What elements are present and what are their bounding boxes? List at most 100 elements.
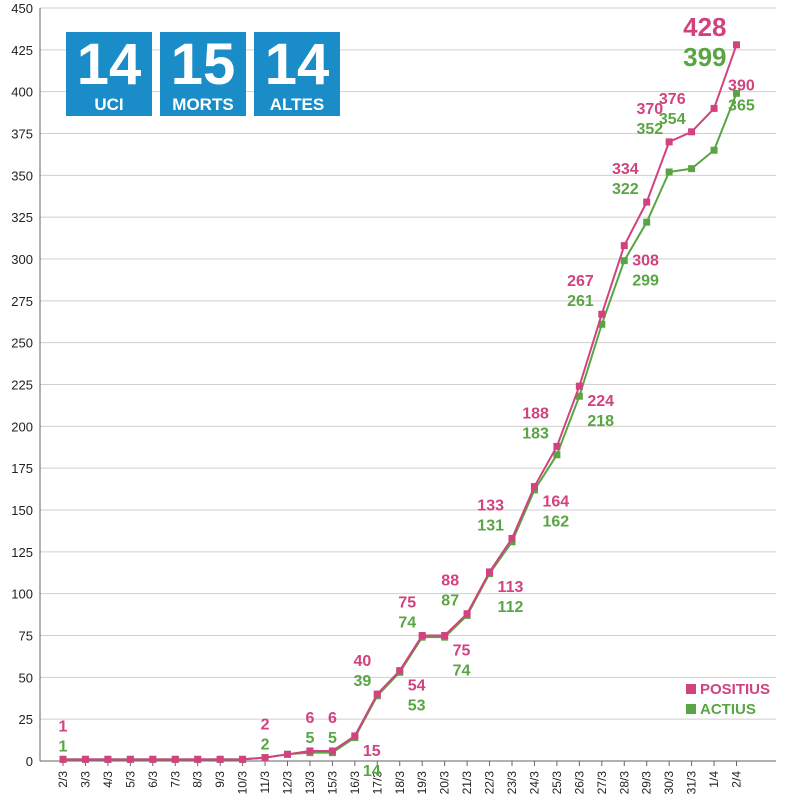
y-tick-label: 100: [11, 587, 33, 602]
data-label-positius: 164: [542, 494, 569, 511]
y-tick-label: 75: [19, 629, 33, 644]
data-label-positius: 1: [59, 718, 68, 735]
point-positius: [418, 632, 426, 639]
y-tick-label: 200: [11, 419, 33, 434]
x-tick-label: 23/3: [505, 771, 519, 795]
x-tick-label: 20/3: [438, 771, 452, 795]
x-tick-label: 4/3: [101, 771, 115, 788]
x-tick-label: 29/3: [640, 771, 654, 795]
point-positius: [239, 755, 247, 763]
point-positius: [216, 755, 224, 763]
point-positius: [194, 755, 202, 763]
data-label-positius: 334: [612, 161, 639, 178]
data-label-positius: 428: [683, 12, 726, 42]
point-positius: [530, 483, 538, 491]
point-positius: [441, 632, 449, 639]
x-tick-label: 22/3: [483, 771, 497, 795]
x-tick-label: 21/3: [460, 771, 474, 795]
data-label-positius: 40: [354, 653, 372, 670]
y-tick-label: 0: [26, 754, 33, 769]
point-positius: [351, 732, 359, 740]
x-tick-label: 10/3: [236, 771, 250, 795]
y-tick-label: 225: [11, 378, 33, 393]
legend-positius: POSITIUS: [686, 681, 770, 698]
x-tick-label: 7/3: [168, 771, 182, 788]
morts-label: MORTS: [172, 95, 234, 114]
y-tick-label: 25: [19, 712, 33, 727]
point-actius: [665, 168, 673, 176]
point-positius: [373, 690, 381, 698]
altes-label: ALTES: [269, 95, 325, 114]
point-actius: [598, 320, 606, 328]
point-positius: [104, 755, 112, 763]
x-tick-label: 2/3: [56, 771, 70, 788]
altes-stat-box: 14 ALTES: [254, 32, 340, 116]
data-label-actius: 399: [683, 42, 726, 72]
y-tick-label: 325: [11, 210, 33, 225]
legend-actius: ACTIUS: [686, 701, 756, 718]
data-label-positius: 113: [498, 579, 524, 596]
data-label-actius: 162: [542, 514, 569, 531]
x-tick-label: 24/3: [527, 771, 541, 795]
data-label-actius: 14: [363, 763, 381, 780]
data-label-positius: 390: [728, 77, 755, 94]
data-label-positius: 370: [636, 101, 663, 118]
uci-count: 14: [76, 32, 142, 97]
point-positius: [396, 667, 404, 675]
y-tick-label: 350: [11, 168, 33, 183]
point-positius: [306, 747, 314, 755]
x-tick-label: 11/3: [258, 771, 272, 794]
x-tick-label: 26/3: [572, 771, 586, 795]
legend-positius-label: POSITIUS: [700, 681, 771, 698]
x-tick-label: 25/3: [550, 771, 564, 795]
x-tick-label: 3/3: [78, 771, 92, 788]
x-tick-label: 16/3: [348, 771, 362, 795]
data-label-actius: 1: [59, 738, 68, 755]
legend-actius-swatch: [686, 704, 696, 714]
point-positius: [688, 128, 696, 136]
y-tick-label: 375: [11, 127, 33, 142]
data-label-actius: 53: [408, 698, 426, 715]
data-label-positius: 308: [632, 253, 659, 270]
data-label-actius: 39: [354, 673, 372, 690]
legend-positius-swatch: [686, 684, 696, 694]
y-tick-label: 150: [11, 503, 33, 518]
data-label-actius: 87: [441, 593, 459, 610]
data-label-actius: 112: [498, 599, 524, 616]
legend-actius-label: ACTIUS: [700, 701, 756, 718]
point-positius: [553, 442, 561, 450]
x-tick-label: 19/3: [415, 771, 429, 795]
x-tick-label: 13/3: [303, 771, 317, 795]
y-tick-label: 250: [11, 336, 33, 351]
data-label-actius: 5: [305, 730, 314, 747]
data-label-positius: 75: [453, 643, 471, 660]
point-positius: [598, 310, 606, 318]
point-positius: [710, 104, 718, 112]
uci-label: UCI: [94, 95, 124, 114]
data-label-actius: 322: [612, 181, 639, 198]
x-tick-label: 28/3: [617, 771, 631, 795]
x-tick-label: 17/3: [370, 771, 384, 795]
series-line-positius: [63, 44, 738, 761]
data-label-actius: 74: [453, 663, 471, 680]
x-tick-label: 9/3: [213, 771, 227, 788]
uci-stat-box: 14 UCI: [66, 32, 152, 116]
point-actius: [553, 451, 561, 459]
x-tick-label: 18/3: [393, 771, 407, 795]
data-label-positius: 75: [398, 595, 416, 612]
data-label-actius: 218: [587, 413, 614, 430]
data-label-positius: 6: [305, 710, 314, 727]
data-label-actius: 299: [632, 273, 659, 290]
data-label-positius: 6: [328, 710, 337, 727]
data-label-actius: 131: [477, 517, 504, 534]
data-label-positius: 188: [522, 405, 549, 422]
data-label-positius: 133: [477, 497, 504, 514]
x-tick-label: 15/3: [325, 771, 339, 795]
data-label-positius: 2: [261, 717, 270, 734]
point-actius: [710, 146, 718, 154]
point-actius: [575, 392, 583, 400]
point-positius: [59, 755, 67, 763]
data-label-positius: 15: [363, 743, 381, 760]
y-tick-label: 450: [11, 1, 33, 16]
data-label-actius: 365: [728, 97, 755, 114]
